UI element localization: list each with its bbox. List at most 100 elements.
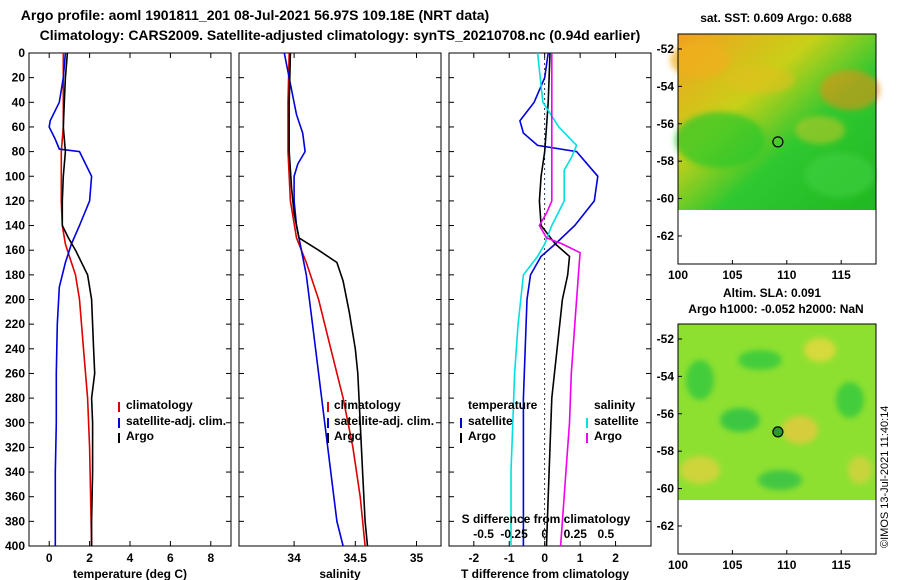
lat-tick-label: -54	[657, 369, 675, 383]
lon-tick-label: 105	[722, 268, 742, 282]
legend-label: satellite	[594, 414, 639, 428]
depth-tick-label: 340	[5, 465, 25, 479]
depth-tick-label: 400	[5, 539, 25, 553]
x-tick-label: -2	[468, 551, 479, 565]
lon-tick-label: 100	[668, 268, 688, 282]
series-line-satellite-adj-clim-	[48, 52, 93, 546]
depth-tick-label: 240	[5, 342, 25, 356]
temperature-legend: climatology satellite-adj. clim. Argo	[118, 398, 226, 443]
legend-title-temperature: temperature	[468, 398, 538, 412]
depth-tick-label: 160	[5, 243, 25, 257]
series-line-climatology	[287, 52, 366, 547]
x-tick-label: 8	[207, 551, 214, 565]
lat-tick-label: -56	[657, 117, 675, 131]
lat-tick-label: -62	[657, 519, 675, 533]
x-tick-label: 4	[127, 551, 134, 565]
series-line-argo	[288, 52, 369, 547]
temperature-panel: 0204060801001201401601802002202402602803…	[5, 46, 232, 580]
x-tick-label: 0	[541, 551, 548, 565]
salinity-panel: 34 34.5 35 salinity	[238, 52, 442, 580]
lat-tick-label: -60	[657, 192, 675, 206]
depth-tick-label: 80	[12, 145, 26, 159]
depth-tick-label: 200	[5, 293, 25, 307]
sla-map-title-2: Argo h1000: -0.052 h2000: NaN	[688, 302, 863, 316]
depth-tick-label: 120	[5, 194, 25, 208]
series-line-s-satellite	[510, 52, 578, 546]
lon-tick-label: 100	[668, 558, 688, 572]
s-tick-label: 0	[541, 527, 548, 541]
x-tick-label: 35	[410, 551, 424, 565]
sst-map-title: sat. SST: 0.609 Argo: 0.688	[700, 11, 852, 25]
sst-texture	[670, 42, 880, 197]
legend-label: Argo	[126, 429, 154, 443]
legend-label: climatology	[334, 398, 401, 412]
depth-tick-label: 220	[5, 317, 25, 331]
sst-map-axes: -52 -54 -56 -58 -60 -62 100 105 110 115	[657, 42, 852, 282]
legend-label: satellite-adj. clim.	[126, 414, 226, 428]
depth-tick-label: 60	[12, 120, 26, 134]
sla-texture	[680, 338, 872, 490]
series-line-climatology	[60, 53, 93, 547]
depth-tick-label: 260	[5, 366, 25, 380]
series-line-satellite-adj-clim-	[283, 52, 344, 547]
plot-frame	[238, 52, 442, 547]
sst-map: -52 -54 -56 -58 -60 -62 100 105 110 115	[657, 33, 880, 282]
series-line-t-satellite	[519, 52, 599, 546]
depth-tick-label: 360	[5, 490, 25, 504]
depth-tick-label: 140	[5, 219, 25, 233]
s-tick-label: -0.5	[473, 527, 494, 541]
depth-tick-label: 380	[5, 514, 25, 528]
lat-tick-label: -58	[657, 154, 675, 168]
sla-map-title-1: Altim. SLA: 0.091	[723, 286, 821, 300]
depth-tick-label: 100	[5, 169, 25, 183]
sst-map-frame	[677, 33, 877, 265]
legend-label: Argo	[594, 429, 622, 443]
lat-tick-label: -52	[657, 42, 675, 56]
footer-stamp: ©IMOS 13-Jul-2021 11:40:14	[879, 406, 891, 548]
title-line-2: Climatology: CARS2009. Satellite-adjuste…	[40, 27, 641, 43]
lon-tick-label: 110	[777, 558, 797, 572]
series-line-s-argo	[538, 53, 581, 547]
lat-tick-label: -54	[657, 79, 675, 93]
sst-argo-marker	[772, 136, 784, 148]
x-tick-label: 2	[86, 551, 93, 565]
x-axis-label: salinity	[319, 567, 361, 580]
x-tick-label: 34.5	[344, 551, 368, 565]
x-tick-label: 34	[287, 551, 301, 565]
legend-label: Argo	[334, 429, 362, 443]
lon-tick-label: 115	[832, 268, 852, 282]
s-difference-ticks: -0.5 -0.25 0 0.25 0.5	[473, 527, 614, 541]
x-tick-label: -1	[504, 551, 515, 565]
legend-label: satellite	[468, 414, 513, 428]
depth-tick-label: 280	[5, 391, 25, 405]
lat-tick-label: -60	[657, 482, 675, 496]
series-line-t-argo	[538, 52, 571, 547]
depth-tick-label: 300	[5, 416, 25, 430]
sla-map: -52 -54 -56 -58 -60 -62 100 105 110 115	[657, 323, 877, 572]
x-axis-label: T difference from climatology	[461, 567, 629, 580]
s-tick-label: 0.5	[597, 527, 614, 541]
depth-tick-label: 40	[12, 95, 26, 109]
lon-tick-label: 105	[722, 558, 742, 572]
s-tick-label: 0.25	[564, 527, 588, 541]
s-tick-label: -0.25	[500, 527, 528, 541]
s-difference-axis-label: S difference from climatology	[462, 512, 631, 526]
legend-title-salinity: salinity	[594, 398, 636, 412]
lat-tick-label: -62	[657, 229, 675, 243]
x-tick-label: 1	[577, 551, 584, 565]
depth-tick-label: 320	[5, 440, 25, 454]
depth-tick-label: 20	[12, 71, 26, 85]
series-line-argo	[61, 52, 96, 546]
legend-label: climatology	[126, 398, 193, 412]
lon-tick-label: 115	[832, 558, 852, 572]
x-axis-label: temperature (deg C)	[73, 567, 187, 580]
sla-map-frame	[677, 323, 877, 555]
legend-label: Argo	[468, 429, 496, 443]
sla-map-axes: -52 -54 -56 -58 -60 -62 100 105 110 115	[657, 332, 852, 572]
x-tick-label: 6	[167, 551, 174, 565]
difference-panel: -2 -1 0 1 2 T difference from climatology	[448, 52, 652, 580]
legend-label: satellite-adj. clim.	[334, 414, 434, 428]
depth-tick-label: 180	[5, 268, 25, 282]
plot-frame	[448, 52, 652, 547]
x-tick-label: 2	[612, 551, 619, 565]
